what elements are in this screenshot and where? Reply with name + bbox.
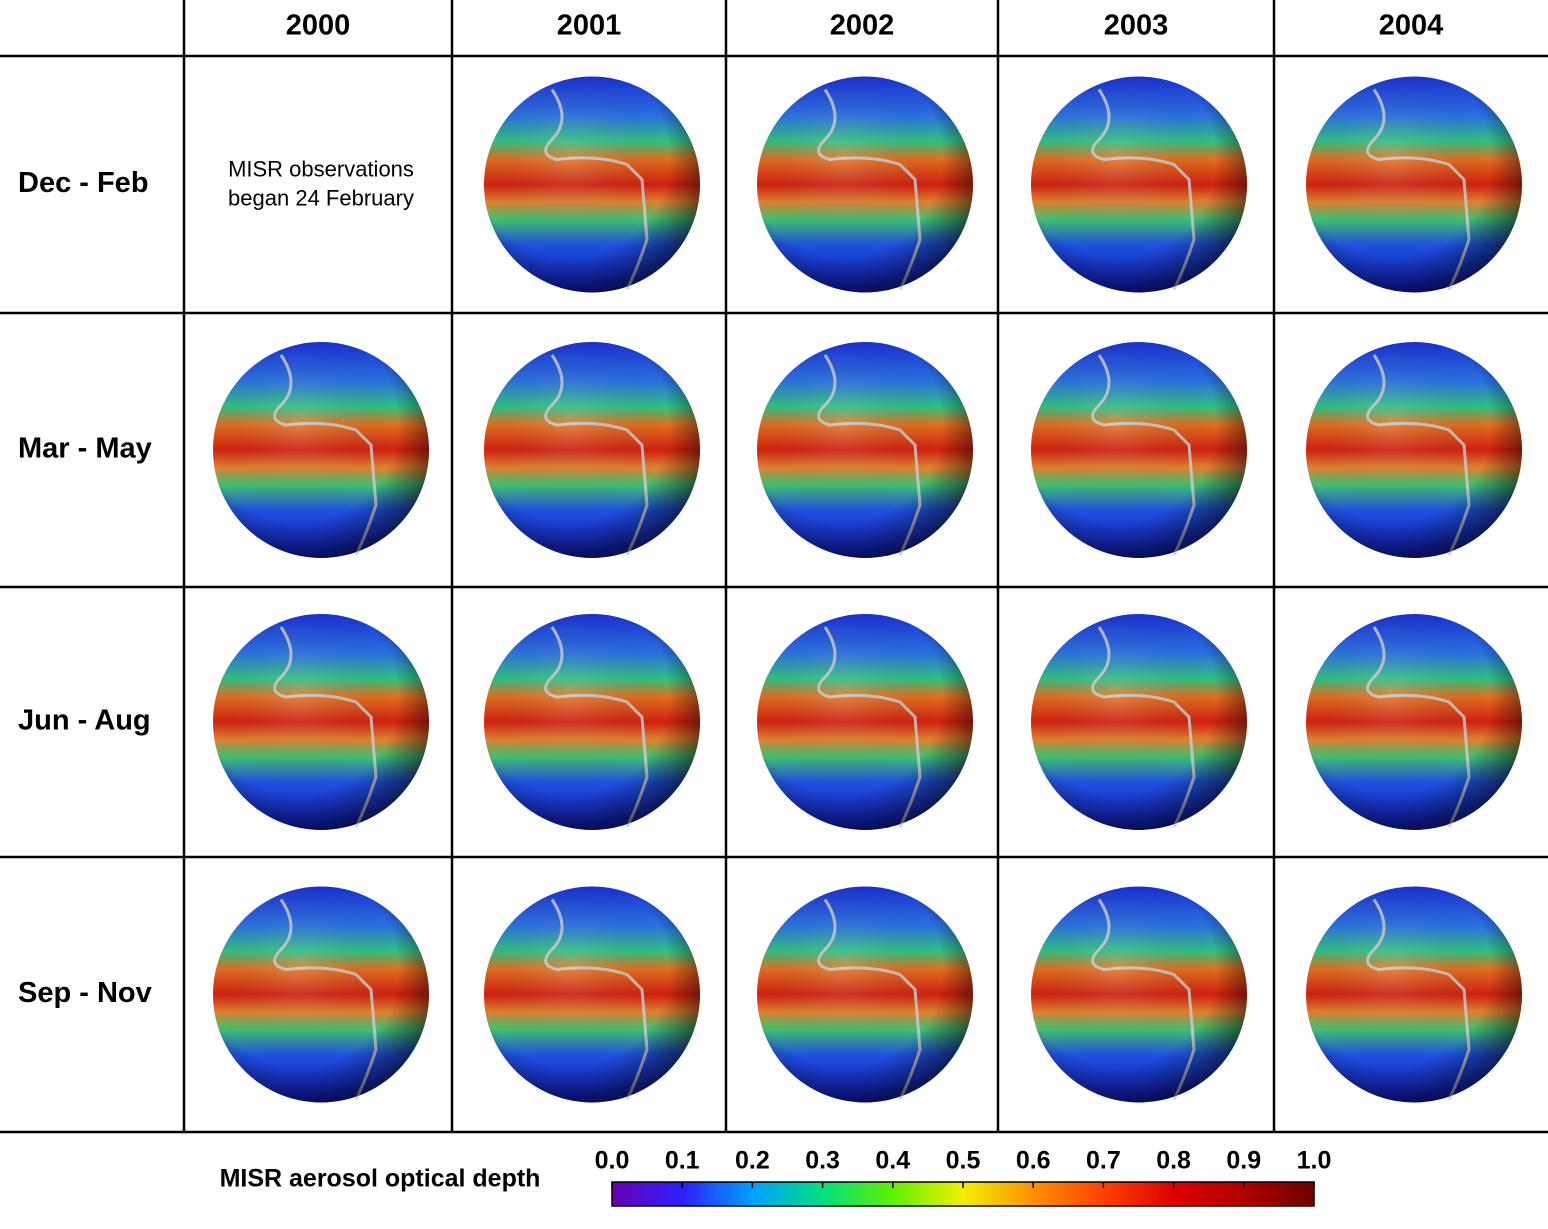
globe xyxy=(1306,76,1522,293)
colorbar-tick-label: 0.0 xyxy=(595,1147,630,1175)
year-header: 2001 xyxy=(557,10,622,42)
colorbar-tick-label: 0.3 xyxy=(805,1147,840,1175)
season-label: Jun - Aug xyxy=(18,705,151,737)
globe-shade xyxy=(484,886,700,1103)
globe-shade xyxy=(484,342,700,558)
note: began 24 February xyxy=(228,185,414,210)
globe-shade xyxy=(213,614,429,830)
globe xyxy=(213,614,429,830)
globe xyxy=(1306,614,1522,830)
globe-shade xyxy=(757,886,973,1103)
season-label: Mar - May xyxy=(18,433,152,465)
globe-shade xyxy=(1306,614,1522,830)
globe-shade xyxy=(1306,76,1522,293)
globe-shade xyxy=(757,614,973,830)
colorbar-tick-label: 0.9 xyxy=(1226,1147,1261,1175)
globe-shade xyxy=(484,614,700,830)
colorbar-title: MISR aerosol optical depth xyxy=(220,1165,541,1193)
colorbar-tick-label: 0.6 xyxy=(1016,1147,1051,1175)
globe xyxy=(757,886,973,1103)
season-label: Dec - Feb xyxy=(18,167,149,199)
globe xyxy=(1306,886,1522,1103)
globe xyxy=(484,342,700,558)
globe-shade xyxy=(1031,614,1247,830)
globe-shade xyxy=(1031,886,1247,1103)
globe xyxy=(484,76,700,293)
season-label: Sep - Nov xyxy=(18,977,152,1009)
colorbar-tick-label: 0.2 xyxy=(735,1147,770,1175)
globe-shade xyxy=(1031,342,1247,558)
globe-shade xyxy=(757,76,973,293)
year-header: 2004 xyxy=(1379,10,1444,42)
globe xyxy=(1031,886,1247,1103)
globe-shade xyxy=(213,342,429,558)
globe xyxy=(757,76,973,293)
globe-shade xyxy=(213,886,429,1103)
globe-shade xyxy=(757,342,973,558)
colorbar-tick-label: 0.1 xyxy=(665,1147,700,1175)
year-header: 2003 xyxy=(1104,10,1169,42)
globe xyxy=(213,886,429,1103)
year-header: 2002 xyxy=(830,10,895,42)
globe xyxy=(757,614,973,830)
globe xyxy=(1306,342,1522,558)
globe xyxy=(484,614,700,830)
globe xyxy=(757,342,973,558)
colorbar-tick-label: 0.8 xyxy=(1156,1147,1191,1175)
globe-shade xyxy=(1306,342,1522,558)
note: MISR observations xyxy=(228,156,414,181)
globe xyxy=(1031,342,1247,558)
globe xyxy=(1031,614,1247,830)
colorbar-tick-label: 0.4 xyxy=(875,1147,910,1175)
colorbar-tick-label: 0.7 xyxy=(1086,1147,1121,1175)
year-header: 2000 xyxy=(286,10,351,42)
globe xyxy=(1031,76,1247,293)
colorbar-tick-label: 1.0 xyxy=(1297,1147,1332,1175)
colorbar-tick-label: 0.5 xyxy=(946,1147,981,1175)
globe-shade xyxy=(484,76,700,293)
globe-shade xyxy=(1031,76,1247,293)
globe xyxy=(484,886,700,1103)
globe xyxy=(213,342,429,558)
globe-shade xyxy=(1306,886,1522,1103)
